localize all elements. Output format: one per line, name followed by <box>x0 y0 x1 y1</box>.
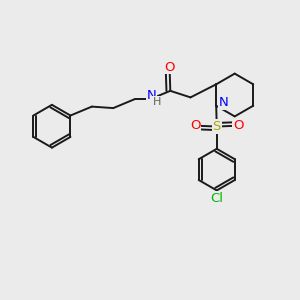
Text: S: S <box>213 120 221 133</box>
Text: N: N <box>146 89 156 102</box>
Text: O: O <box>164 61 175 74</box>
Text: O: O <box>233 119 243 132</box>
Text: N: N <box>219 96 229 109</box>
Text: Cl: Cl <box>210 192 223 205</box>
Text: O: O <box>190 119 201 132</box>
Text: H: H <box>152 97 161 107</box>
